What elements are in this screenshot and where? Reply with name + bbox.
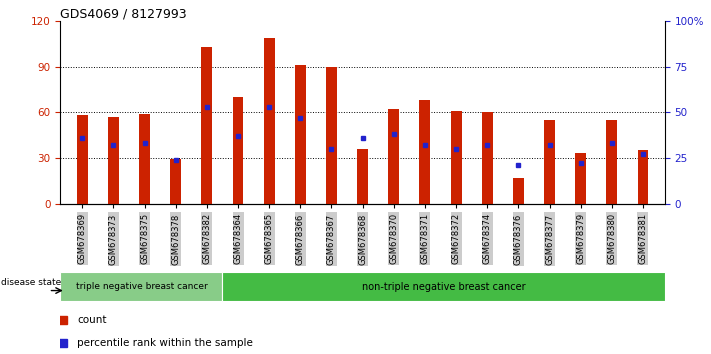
Text: triple negative breast cancer: triple negative breast cancer (75, 282, 208, 291)
Text: GSM678381: GSM678381 (638, 213, 648, 264)
Bar (451, 111, 461, 204)
Bar (77, 115, 87, 204)
Bar (638, 150, 648, 204)
Bar (482, 113, 493, 204)
Text: percentile rank within the sample: percentile rank within the sample (77, 338, 253, 348)
Text: GSM678371: GSM678371 (420, 213, 429, 264)
Text: GSM678364: GSM678364 (233, 213, 242, 264)
Text: GSM678365: GSM678365 (264, 213, 274, 264)
Bar (264, 38, 274, 204)
Bar (419, 100, 430, 204)
Bar (544, 120, 555, 204)
Text: count: count (77, 315, 107, 325)
Text: GSM678375: GSM678375 (140, 213, 149, 264)
Bar (357, 149, 368, 204)
Text: GSM678379: GSM678379 (576, 213, 585, 264)
FancyBboxPatch shape (223, 273, 665, 301)
Text: GSM678366: GSM678366 (296, 213, 305, 265)
Bar (295, 65, 306, 204)
Bar (139, 114, 150, 204)
Bar (575, 153, 586, 204)
Text: GSM678367: GSM678367 (327, 213, 336, 265)
Bar (326, 67, 337, 204)
Text: disease state: disease state (1, 278, 62, 287)
Text: GSM678378: GSM678378 (171, 213, 180, 265)
Text: GSM678382: GSM678382 (203, 213, 211, 264)
Text: GSM678376: GSM678376 (514, 213, 523, 265)
Bar (108, 117, 119, 204)
Bar (513, 178, 524, 204)
Bar (232, 97, 243, 204)
Text: GDS4069 / 8127993: GDS4069 / 8127993 (60, 7, 187, 20)
Text: GSM678377: GSM678377 (545, 213, 554, 265)
Bar (201, 47, 213, 204)
Bar (170, 160, 181, 204)
Text: GSM678373: GSM678373 (109, 213, 118, 265)
Text: non-triple negative breast cancer: non-triple negative breast cancer (362, 282, 525, 292)
Text: GSM678380: GSM678380 (607, 213, 616, 264)
Bar (388, 109, 399, 204)
Text: GSM678374: GSM678374 (483, 213, 492, 264)
Bar (606, 120, 617, 204)
Text: GSM678372: GSM678372 (451, 213, 461, 264)
Text: GSM678370: GSM678370 (389, 213, 398, 264)
FancyBboxPatch shape (60, 273, 223, 301)
Text: GSM678368: GSM678368 (358, 213, 367, 265)
Text: GSM678369: GSM678369 (77, 213, 87, 264)
